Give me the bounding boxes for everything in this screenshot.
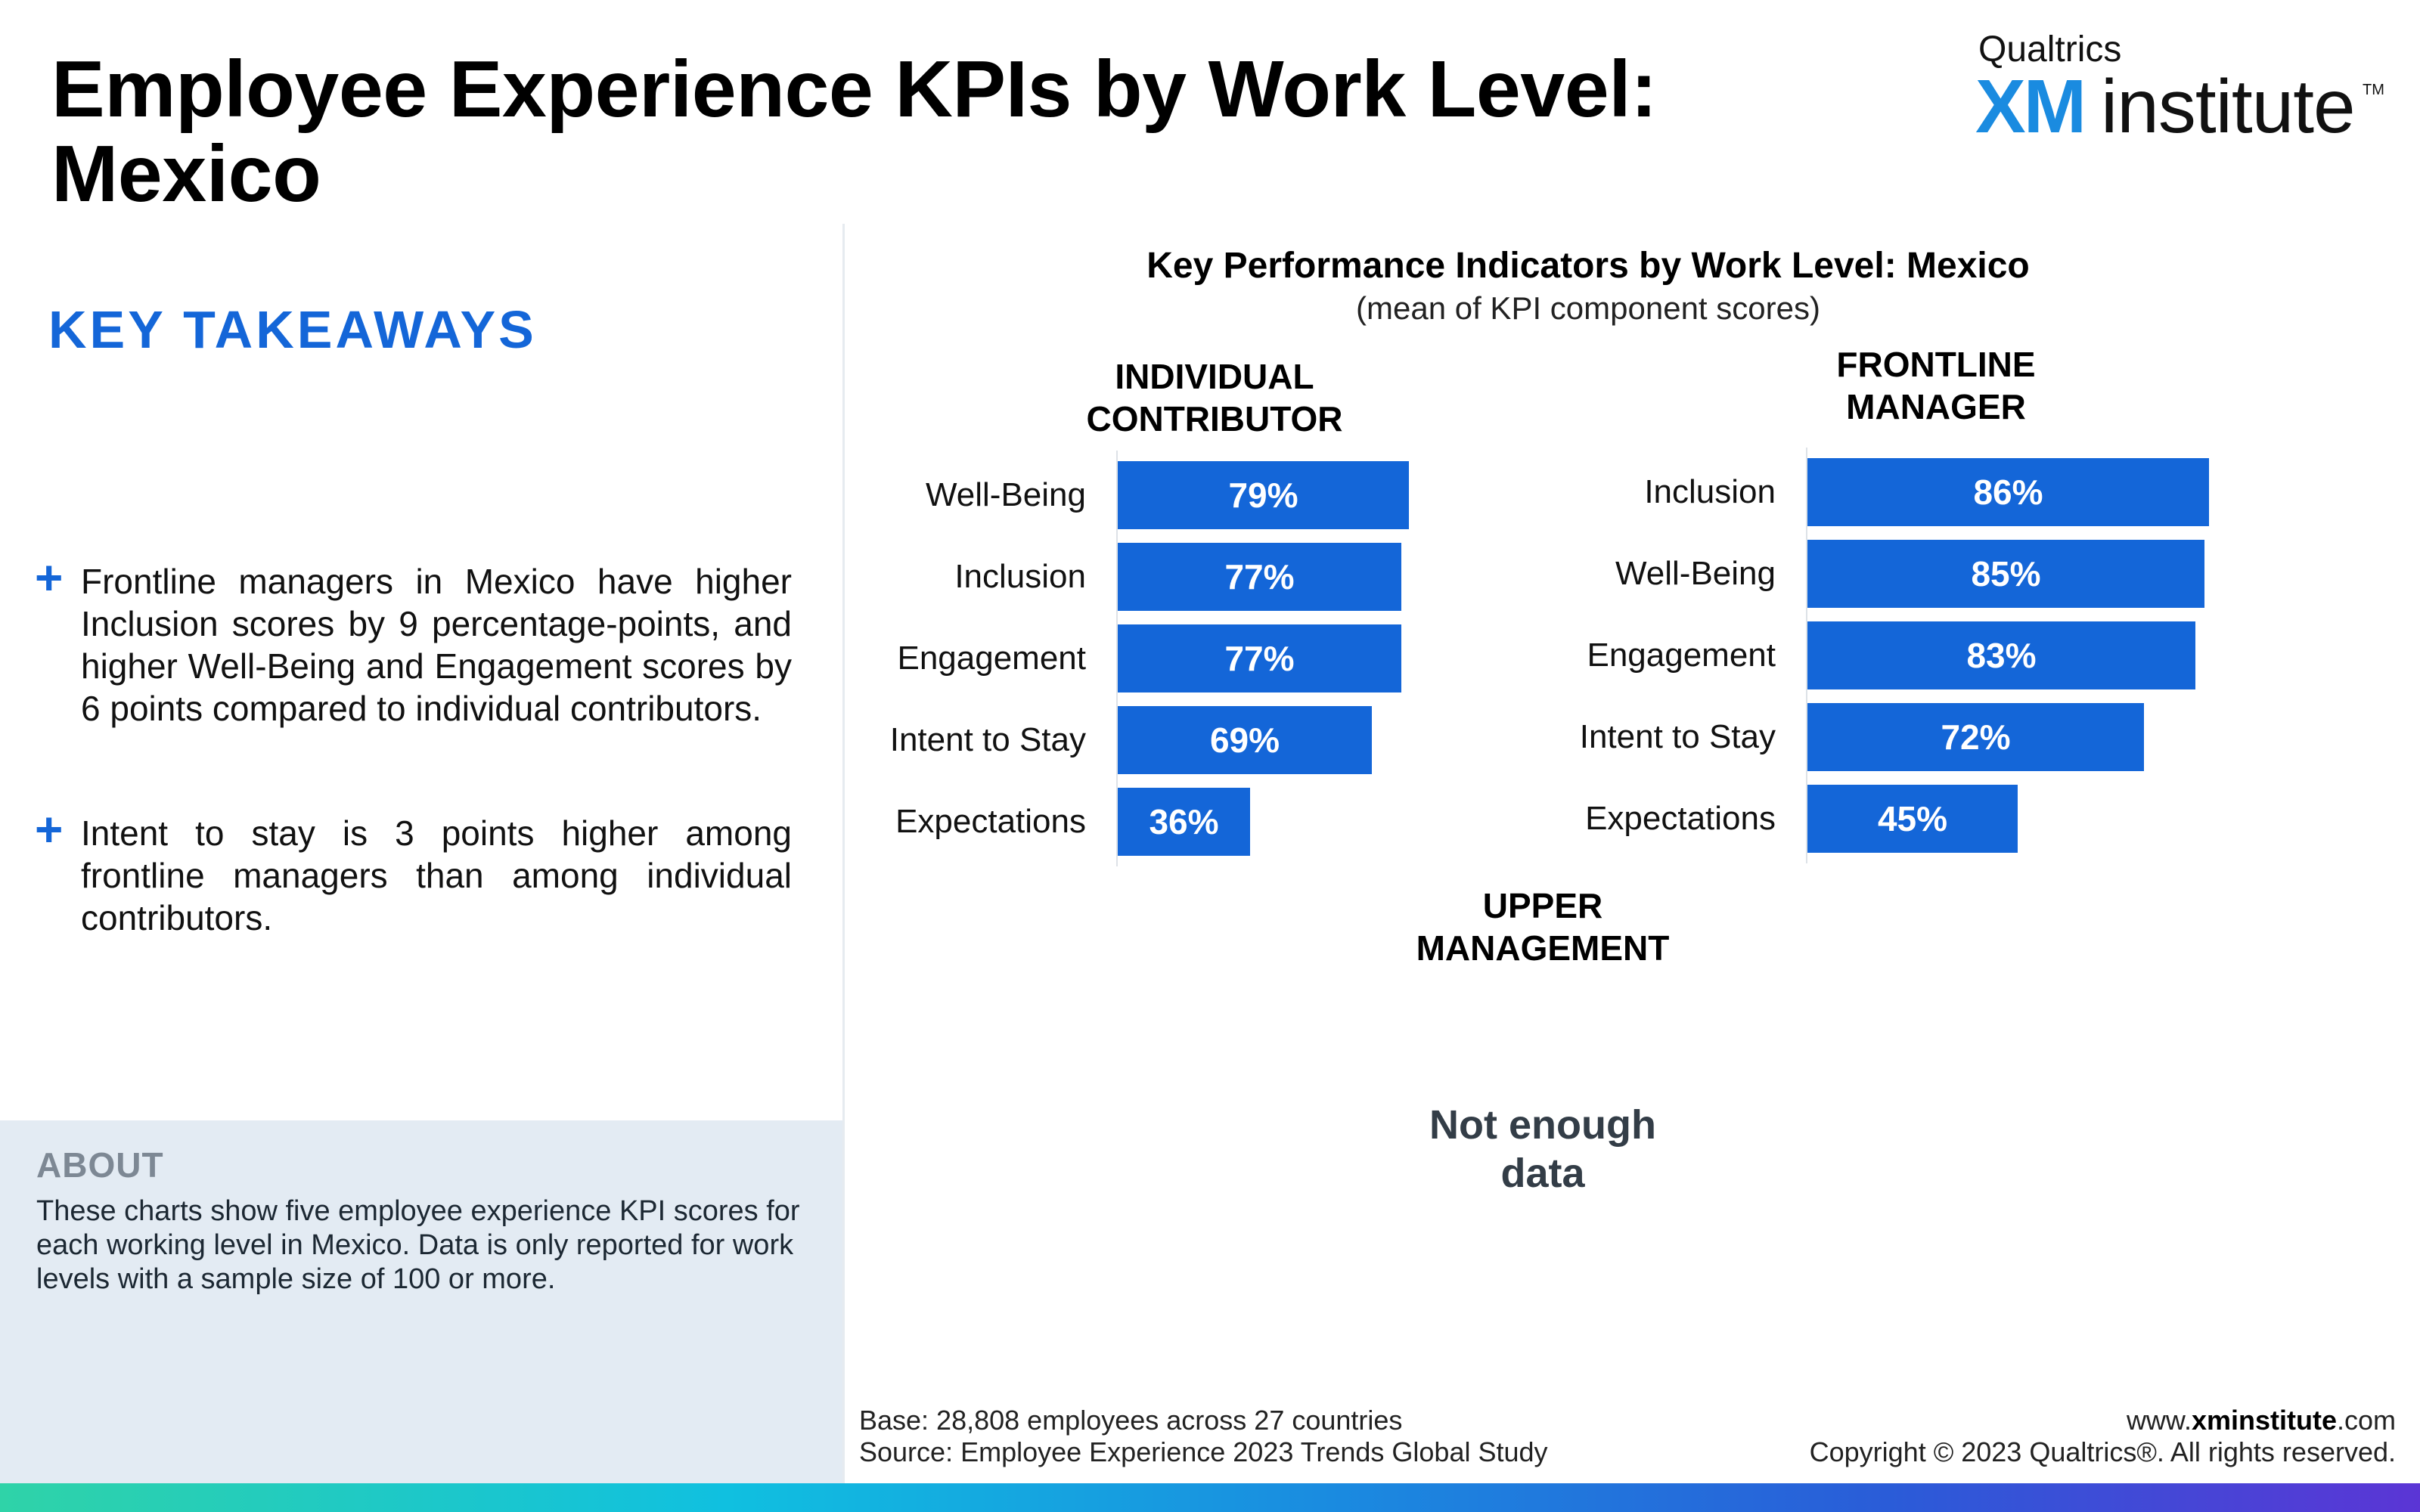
bar	[1807, 621, 2195, 689]
plus-icon: +	[35, 550, 64, 605]
chart-subtitle: (mean of KPI component scores)	[1356, 290, 1820, 326]
bar-value-label: 85%	[1971, 554, 2041, 593]
bar	[1807, 703, 2144, 771]
copyright-text: Copyright © 2023 Qualtrics®. All rights …	[1809, 1436, 2396, 1467]
brand-trademark: TM	[2363, 82, 2384, 98]
category-label: Well-Being	[926, 476, 1086, 513]
bar-value-label: 72%	[1941, 717, 2011, 757]
about-text: These charts show five employee experien…	[36, 1195, 800, 1295]
plus-icon: +	[35, 802, 64, 857]
panel-title-individual-contributor: INDIVIDUAL CONTRIBUTOR	[1018, 355, 1411, 440]
panel-title-line2: CONTRIBUTOR	[1086, 399, 1343, 438]
bar-value-label: 86%	[1973, 472, 2043, 512]
bar	[1118, 543, 1401, 611]
bar	[1118, 706, 1372, 774]
base-note: Base: 28,808 employees across 27 countri…	[859, 1405, 1403, 1436]
takeaway-item-2: Intent to stay is 3 points higher among …	[81, 813, 792, 937]
bar-value-label: 83%	[1966, 636, 2037, 675]
no-data-message: Not enough data	[1346, 1101, 1739, 1198]
brand-qualtrics-text: Qualtrics	[1978, 29, 2122, 70]
bar-value-label: 69%	[1209, 720, 1280, 760]
category-label: Inclusion	[1644, 473, 1776, 510]
axis-line	[1806, 448, 1807, 863]
key-takeaways-heading: KEY TAKEAWAYS	[48, 300, 537, 359]
bar-value-label: 36%	[1149, 802, 1219, 841]
bar	[1118, 624, 1401, 692]
panel-title-line1: UPPER	[1482, 886, 1603, 925]
bar	[1807, 785, 2018, 853]
no-data-line1: Not enough	[1429, 1102, 1656, 1148]
category-label: Intent to Stay	[1579, 718, 1776, 755]
category-label: Engagement	[1587, 637, 1776, 674]
column-divider	[842, 224, 845, 1483]
about-panel	[0, 1120, 842, 1483]
panel-title-upper-management: UPPER MANAGEMENT	[1346, 885, 1739, 969]
category-label: Well-Being	[1615, 555, 1776, 592]
axis-line	[1116, 451, 1118, 866]
panel-title-frontline-manager: FRONTLINE MANAGER	[1739, 343, 2133, 428]
bar-value-label: 79%	[1228, 476, 1298, 515]
brand-institute-logo: institute	[2101, 64, 2356, 149]
panel-title-line1: INDIVIDUAL	[1115, 357, 1314, 396]
bar	[1807, 540, 2204, 608]
category-label: Expectations	[1585, 800, 1776, 837]
panel-title-line2: MANAGER	[1846, 387, 2026, 426]
category-label: Inclusion	[954, 558, 1086, 595]
website-prefix: www.	[2126, 1405, 2192, 1436]
chart-title: Key Performance Indicators by Work Level…	[1146, 246, 2030, 286]
website-link[interactable]: www.xminstitute.com	[1966, 1405, 2396, 1436]
bar-value-label: 77%	[1224, 639, 1295, 678]
brand-xm-logo: XM	[1975, 64, 2086, 149]
category-label: Engagement	[897, 640, 1086, 677]
bar	[1807, 458, 2209, 526]
brand-gradient-bar	[0, 1483, 2420, 1512]
panel-title-line2: MANAGEMENT	[1416, 928, 1670, 968]
website-domain: xminstitute	[2191, 1405, 2337, 1436]
bar	[1118, 788, 1250, 856]
bar	[1118, 461, 1409, 529]
category-label: Expectations	[895, 803, 1086, 840]
about-title: ABOUT	[36, 1145, 164, 1185]
source-note: Source: Employee Experience 2023 Trends …	[859, 1436, 1548, 1467]
takeaway-item-1: Frontline managers in Mexico have higher…	[81, 562, 792, 728]
website-suffix: .com	[2336, 1405, 2396, 1436]
bar-value-label: 45%	[1877, 799, 1948, 838]
page-title: Employee Experience KPIs by Work Level: …	[51, 45, 1657, 218]
category-label: Intent to Stay	[889, 721, 1086, 758]
no-data-line2: data	[1500, 1151, 1585, 1196]
panel-title-line1: FRONTLINE	[1836, 345, 2036, 384]
bar-value-label: 77%	[1224, 557, 1295, 596]
